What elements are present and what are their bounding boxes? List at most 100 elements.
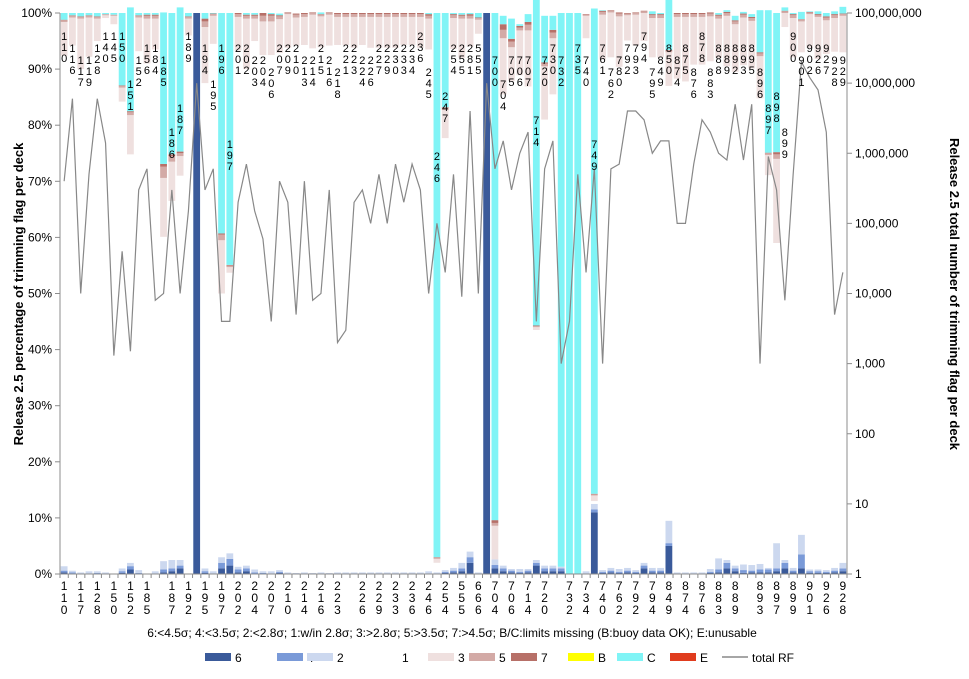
bar-segment-7-197 <box>226 264 234 266</box>
bar-segment-C-928 <box>831 11 838 15</box>
bar-segment-7-194 <box>201 18 209 22</box>
bar-segment-C-895 <box>748 14 756 17</box>
bar-segment-3-876 <box>690 16 698 65</box>
y-left-tick-label: 60% <box>28 230 52 244</box>
bar-segment-6-792 <box>624 572 631 574</box>
bar-segment-1-202 <box>243 69 250 566</box>
bar-segment-1-794 <box>640 41 648 563</box>
bar-segment-5-233 <box>400 14 408 17</box>
bar-segment-C-900 <box>789 13 797 15</box>
total-rf-line <box>63 59 844 364</box>
legend-item-2: 2 <box>307 651 344 665</box>
bar-segment-C-735 <box>574 13 582 574</box>
y-right-tick-label: 10,000,000 <box>855 76 915 90</box>
bar-segment-2-749 <box>590 503 598 510</box>
bar-segment-5-874 <box>673 14 681 17</box>
bar-segment-7-888 <box>715 14 722 16</box>
bar-segment-7-246 <box>433 557 441 558</box>
bar-segment-6-714 <box>532 565 540 574</box>
bar-segment-5-928 <box>831 15 838 19</box>
bar-segment-3-927 <box>822 20 830 54</box>
bar-segment-2-889 <box>723 559 731 563</box>
bar-segment-6-192 <box>193 13 201 574</box>
bar-segment-6-255 <box>458 571 466 574</box>
bar-segment-2-926 <box>814 569 822 572</box>
bar-segment-6-896 <box>756 572 764 574</box>
bar-segment-5-878 <box>698 14 706 17</box>
bar-segment-1-246 <box>433 562 441 573</box>
bar-segment-6-762 <box>607 572 615 574</box>
legend-label-7: 7 <box>541 651 548 665</box>
bar-segment-4-895 <box>748 570 756 573</box>
bar-segment-4-194 <box>201 571 209 573</box>
bar-segment-5-780 <box>615 13 623 17</box>
bar-segment-7-209 <box>284 12 292 13</box>
bar-segment-4-187 <box>176 565 184 569</box>
bar-segment-2-901 <box>798 534 805 555</box>
bar-segment-3-195 <box>209 15 217 44</box>
bar-segment-4-761 <box>599 571 607 573</box>
bar-segment-2-185 <box>160 561 167 570</box>
bar-segment-2-255 <box>458 562 466 569</box>
bar-segment-7-233 <box>400 13 408 15</box>
bar-segment-5-186 <box>168 156 176 162</box>
bar-segment-3-761 <box>599 14 607 60</box>
bar-segment-5-902 <box>806 12 814 15</box>
y-left-axis-title: Release 2.5 percentage of trimming flag … <box>11 142 26 445</box>
bar-segment-C-255 <box>458 13 466 15</box>
y-left-tick-label: 50% <box>28 287 52 301</box>
bar-segment-C-902 <box>806 11 814 12</box>
bar-segment-7-202 <box>243 14 250 16</box>
bar-segment-4-888 <box>715 569 722 573</box>
bar-segment-4-896 <box>756 569 764 573</box>
bar-segment-2-152 <box>135 570 143 573</box>
bar-segment-3-210 <box>292 17 300 46</box>
bar-segment-6-247 <box>441 572 449 574</box>
legend-label-5: 5 <box>499 651 506 665</box>
bar-segment-1-234 <box>408 44 416 573</box>
bar-segment-2-929 <box>839 562 847 569</box>
bar-segment-6-706 <box>516 572 524 574</box>
bar-segment-C-898 <box>773 13 780 153</box>
bar-segment-1-888 <box>715 57 722 559</box>
bar-segment-6-793 <box>632 572 640 574</box>
bar-segment-2-213 <box>300 572 308 574</box>
bar-segment-3-792 <box>624 15 631 41</box>
bar-segment-7-221 <box>342 13 350 15</box>
bar-segment-5-899 <box>781 11 789 13</box>
bar-segment-3-221 <box>342 16 350 45</box>
bar-segment-6-883 <box>706 572 714 574</box>
bar-segment-7-117 <box>77 16 85 17</box>
bar-segment-5-214 <box>309 13 317 15</box>
bar-segment-3-555 <box>474 19 482 34</box>
y-left-tick-label: 10% <box>28 511 52 525</box>
bar-segment-1-201 <box>234 50 242 567</box>
bar-segment-2-793 <box>632 570 640 572</box>
bar-segment-5-749 <box>590 494 598 496</box>
y-left-tick-label: 70% <box>28 174 52 188</box>
bar-segment-1-209 <box>284 47 292 573</box>
bar-segment-C-892 <box>731 15 739 21</box>
bar-segment-2-281 <box>466 551 474 558</box>
bar-segment-7-207 <box>276 15 283 17</box>
bar-segment-7-201 <box>234 13 242 15</box>
bar-segment-6-732 <box>557 571 565 574</box>
bar-segment-C-714 <box>532 0 540 326</box>
bar-segment-2-850 <box>665 520 673 544</box>
bar-segment-C-110 <box>60 13 68 20</box>
